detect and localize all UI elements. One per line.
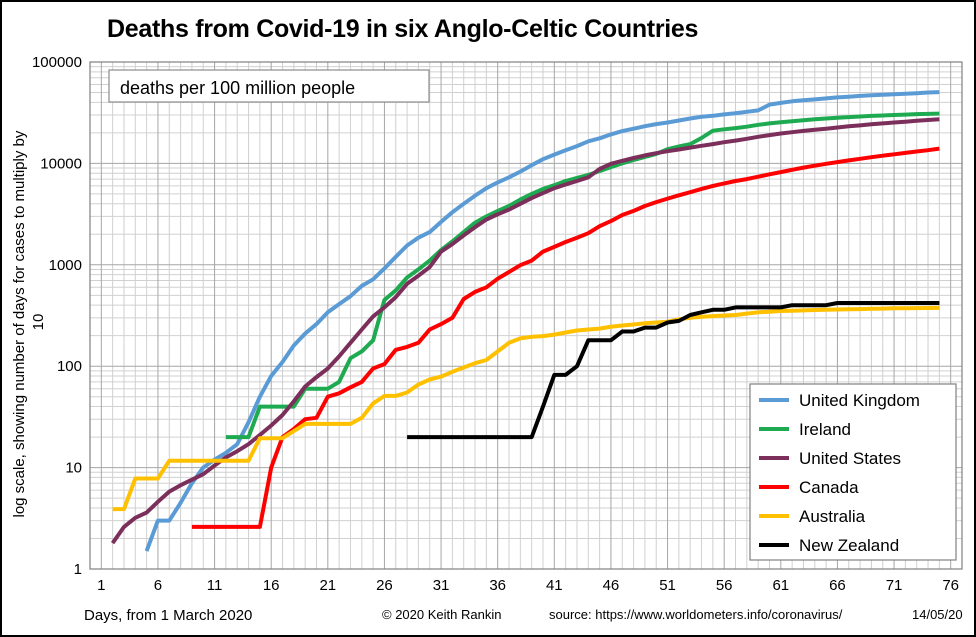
series-line-canada: [191, 146, 940, 529]
legend-box: [749, 383, 957, 561]
x-tick-label: 66: [829, 577, 846, 594]
legend-label-united-kingdom: United Kingdom: [799, 391, 920, 410]
y-tick-label: 1000: [49, 257, 82, 274]
series-line-australia: [112, 305, 940, 512]
x-tick-label: 51: [659, 577, 676, 594]
series-line-united-states: [110, 117, 940, 545]
plot-border: [89, 61, 963, 570]
series-line-new-zealand: [407, 301, 940, 440]
y-axis-label-line2: 10: [30, 314, 47, 331]
legend: United Kingdom Ireland United States Canada…: [749, 383, 957, 561]
x-tick-label: 16: [263, 577, 280, 594]
x-tick-label: 6: [154, 577, 162, 594]
date-text: 14/05/20: [912, 607, 963, 622]
x-tick-label: 56: [716, 577, 733, 594]
chart-title: Deaths from Covid-19 in six Anglo-Celtic…: [107, 15, 699, 43]
x-tick-label: 31: [433, 577, 450, 594]
x-tick-labels: 1 6 11 16 21 26 31 36 41 46 51 56 61 66 71 76: [97, 577, 959, 594]
x-tick-label: 1: [97, 577, 105, 594]
x-tick-label: 46: [603, 577, 620, 594]
x-tick-label: 41: [546, 577, 563, 594]
series-line-united-kingdom: [144, 90, 940, 552]
y-axis-label: log scale, showing number of days for ca…: [11, 126, 47, 517]
legend-label-ireland: Ireland: [799, 420, 851, 439]
x-tick-label: 21: [319, 577, 336, 594]
x-tick-label: 71: [886, 577, 903, 594]
legend-label-canada: Canada: [799, 478, 859, 497]
x-tick-label: 26: [376, 577, 393, 594]
series-layer: [110, 90, 940, 552]
chart-subtitle: deaths per 100 million people: [120, 78, 355, 98]
y-tick-label: 10: [65, 460, 82, 477]
y-tick-label: 10000: [40, 155, 82, 172]
y-tick-labels: 1 10 100 1000 10000 100000: [32, 54, 82, 578]
source-text: source: https://www.worldometers.info/co…: [549, 607, 843, 622]
x-tick-label: 11: [207, 577, 223, 594]
y-tick-label: 1: [74, 561, 82, 578]
x-axis-label: Days, from 1 March 2020: [84, 607, 252, 624]
x-tick-label: 61: [772, 577, 789, 594]
subtitle-box: [108, 69, 430, 103]
legend-label-united-states: United States: [799, 449, 901, 468]
legend-label-new-zealand: New Zealand: [799, 536, 899, 555]
x-tick-label: 76: [942, 577, 959, 594]
minor-gridlines: [90, 62, 962, 569]
legend-label-australia: Australia: [799, 507, 866, 526]
copyright-text: © 2020 Keith Rankin: [382, 607, 501, 622]
x-tick-label: 36: [489, 577, 506, 594]
y-axis-label-line1: log scale, showing number of days for ca…: [11, 130, 28, 517]
y-tick-label: 100: [57, 358, 82, 375]
y-tick-label: 100000: [32, 54, 82, 71]
